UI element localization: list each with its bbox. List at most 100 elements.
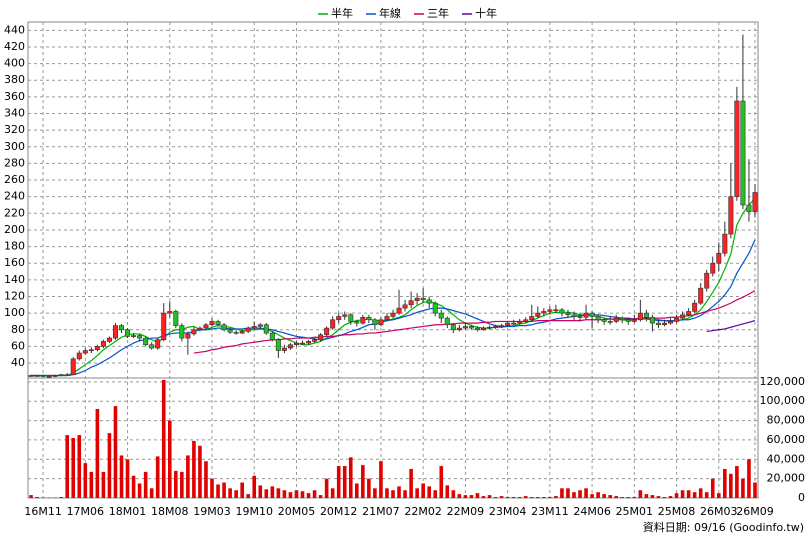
volume-bar <box>662 497 667 498</box>
legend-label: 年線 <box>379 6 401 20</box>
candle-body <box>420 297 426 301</box>
candle-body <box>233 331 239 334</box>
volume-bar <box>397 486 401 498</box>
candle-body <box>704 272 710 289</box>
candle-body <box>185 333 191 339</box>
ma-line <box>706 320 756 333</box>
candle-body <box>366 316 372 321</box>
volume-bar <box>415 488 419 498</box>
candle-body <box>330 319 336 329</box>
y-tick-label: 400 <box>4 57 25 70</box>
volume-bar <box>174 470 178 498</box>
y-tick-label: 40 <box>11 356 25 369</box>
candle-body <box>143 337 149 346</box>
x-tick-label: 20M12 <box>320 505 358 518</box>
footer: 資料日期: 09/16 (Goodinfo.tw) <box>643 520 804 534</box>
candle-body <box>372 319 378 326</box>
plot-frame <box>27 21 759 499</box>
candle-body <box>324 327 330 336</box>
y2-tick-label: 60,000 <box>767 433 806 446</box>
candle-body <box>396 307 402 314</box>
volume-bar <box>137 483 142 498</box>
candle-body <box>46 376 52 378</box>
volume-bar <box>107 433 112 498</box>
candle-body <box>88 349 94 352</box>
volume-bar <box>204 461 208 498</box>
volume-bar <box>125 459 130 498</box>
candle-body <box>571 314 577 317</box>
candle-body <box>354 321 360 324</box>
candle-body <box>456 327 462 331</box>
y-tick-label: 140 <box>4 273 25 286</box>
candle-body <box>643 312 649 318</box>
volume-bar <box>475 493 480 498</box>
candle-body <box>499 325 505 327</box>
candle-body <box>251 326 257 329</box>
candle-body <box>209 321 215 326</box>
candle-body <box>106 337 112 342</box>
candle-body <box>149 344 155 349</box>
volume-bar <box>710 478 715 498</box>
volume-bar <box>306 493 311 498</box>
volume-bar <box>373 488 377 498</box>
candle-body <box>245 327 251 332</box>
volume-bar <box>228 488 232 498</box>
candle-body <box>360 316 366 324</box>
candle-body <box>505 322 511 326</box>
candle-body <box>674 317 680 322</box>
y-tick-label: 160 <box>4 256 25 269</box>
candle-body <box>734 100 740 197</box>
volume-bar <box>234 490 238 498</box>
candle-body <box>432 302 438 314</box>
candle-body <box>312 339 318 342</box>
candle-body <box>275 339 281 351</box>
volume-bar <box>391 490 395 498</box>
volume-bar <box>65 435 70 498</box>
volume-bar <box>71 438 76 498</box>
candle-body <box>631 319 637 322</box>
volume-bar <box>143 471 148 498</box>
volume-bar <box>35 497 39 498</box>
candle-body <box>131 335 137 337</box>
volume-bar <box>680 490 685 498</box>
candle-body <box>191 329 197 335</box>
candle-body <box>52 375 58 377</box>
candle-body <box>661 322 667 326</box>
volume-bar <box>276 488 281 498</box>
volume-bar <box>336 466 341 498</box>
candle-body <box>119 325 125 331</box>
volume-bar <box>674 493 679 498</box>
volume-bar <box>457 494 462 498</box>
volume-bar <box>361 465 365 498</box>
x-tick-label: 25M08 <box>658 505 696 518</box>
volume-bar <box>632 497 637 498</box>
volume-bar <box>348 457 353 498</box>
candle-body <box>553 309 559 312</box>
volume-bar <box>95 408 100 498</box>
candle-body <box>589 312 595 317</box>
volume-bar <box>741 478 745 498</box>
candle-body <box>70 358 76 375</box>
volume-bar <box>572 492 576 498</box>
volume-bar <box>566 488 570 498</box>
candle-body <box>746 204 752 212</box>
y2-tick-label: 80,000 <box>767 414 806 427</box>
candle-body <box>686 311 692 316</box>
candle-body <box>318 334 324 341</box>
candle-body <box>348 314 354 322</box>
volume-bar <box>264 489 269 498</box>
x-tick-label: 21M07 <box>362 505 400 518</box>
volume-bar <box>511 497 516 498</box>
volume-bar <box>270 486 275 498</box>
candle-body <box>511 322 517 325</box>
volume-bar <box>210 478 214 498</box>
candle-body <box>668 321 674 324</box>
volume-bar <box>385 488 389 498</box>
y2-tick-label: 120,000 <box>760 375 806 388</box>
volume-bar <box>421 483 425 498</box>
candle-body <box>257 324 263 327</box>
volume-bar <box>723 468 727 498</box>
volume-bar <box>342 466 347 498</box>
x-tick-label: 19M03 <box>193 505 231 518</box>
